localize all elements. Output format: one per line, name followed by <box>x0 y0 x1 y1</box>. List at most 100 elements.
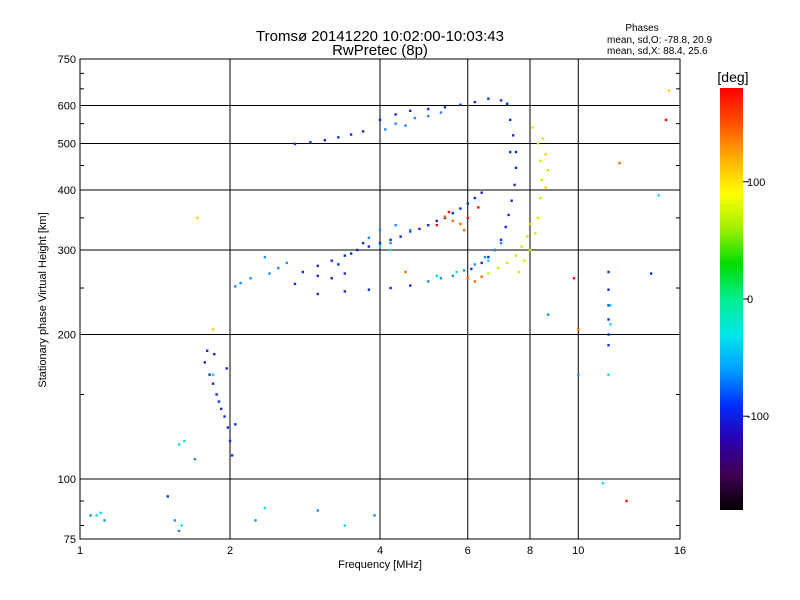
data-point <box>435 274 438 278</box>
data-point <box>505 102 509 105</box>
x-tick-label: 1 <box>77 545 83 557</box>
data-point <box>323 139 327 142</box>
data-point <box>367 288 371 291</box>
data-point <box>367 236 371 240</box>
data-point <box>213 352 216 356</box>
stats-o-mode: mean, sd,O: -78.8, 20.9 <box>607 35 712 46</box>
data-point <box>99 511 102 515</box>
data-point <box>239 281 242 285</box>
data-point <box>649 272 653 275</box>
y-tick-label: 600 <box>58 101 76 113</box>
data-point <box>234 285 237 288</box>
data-point <box>394 113 397 116</box>
data-point <box>343 524 347 527</box>
data-point <box>435 219 438 223</box>
data-point <box>95 514 98 517</box>
data-point <box>499 238 503 242</box>
x-tick-label: 10 <box>572 545 584 557</box>
data-point <box>443 106 447 109</box>
data-point <box>517 270 521 274</box>
data-point <box>337 136 340 139</box>
data-point <box>473 263 477 266</box>
data-point <box>528 248 532 252</box>
data-point <box>316 292 319 296</box>
data-point <box>230 454 234 457</box>
data-point <box>499 241 503 245</box>
data-point <box>508 118 512 122</box>
data-point <box>277 266 280 270</box>
data-point <box>572 277 576 280</box>
data-point <box>493 248 497 252</box>
x-tick-label: 16 <box>674 545 686 557</box>
x-tick-label: 6 <box>465 545 471 557</box>
data-point <box>520 245 523 248</box>
y-tick-label: 200 <box>58 330 76 342</box>
data-point <box>667 89 671 92</box>
data-point <box>466 277 469 280</box>
data-point <box>166 495 169 498</box>
plot-area: 1 2 4 6 8 10 16 75 100 200 300 400 500 600 750 <box>58 54 686 557</box>
data-point <box>268 272 271 275</box>
data-point <box>664 118 668 122</box>
data-point <box>427 280 430 283</box>
data-point <box>462 269 466 272</box>
data-point <box>487 97 490 100</box>
data-point <box>293 282 297 286</box>
data-point <box>413 116 417 120</box>
data-point <box>409 228 412 232</box>
data-point <box>293 142 297 146</box>
data-point <box>451 219 455 223</box>
data-point <box>513 183 516 187</box>
data-point <box>427 107 430 111</box>
y-tick-label: 750 <box>58 54 76 66</box>
data-point <box>480 261 483 265</box>
data-point <box>536 142 540 145</box>
data-point <box>499 99 503 102</box>
data-point <box>609 323 612 326</box>
data-point <box>177 529 181 533</box>
data-point <box>496 266 500 270</box>
data-point <box>409 109 412 112</box>
data-point <box>225 367 228 370</box>
data-point <box>511 134 515 137</box>
x-tick-label: 4 <box>377 545 383 557</box>
data-point <box>343 272 347 275</box>
data-point <box>103 519 106 522</box>
colorbar-tick-label: 100 <box>747 177 765 189</box>
data-point <box>618 161 621 165</box>
data-point <box>316 274 319 278</box>
data-point <box>607 318 610 321</box>
data-point <box>534 232 537 235</box>
data-point <box>443 215 447 218</box>
data-point <box>546 168 550 172</box>
data-point <box>367 245 371 248</box>
data-point <box>373 514 376 517</box>
data-point <box>531 126 534 129</box>
data-point <box>514 166 518 170</box>
data-point <box>607 288 610 291</box>
data-point <box>355 248 359 252</box>
data-point <box>349 252 353 255</box>
data-point <box>409 284 412 287</box>
colorbar-label: [deg] <box>717 69 748 85</box>
data-point <box>435 223 438 227</box>
y-axis-label: Stationary phase Virtual Height [km] <box>37 212 49 387</box>
data-point <box>203 361 206 364</box>
stats-x-mode: mean, sd,X: 88.4, 25.6 <box>607 46 708 57</box>
data-point <box>208 373 211 376</box>
colorbar: [deg] 100 0 -100 <box>717 69 769 510</box>
data-point <box>451 274 455 278</box>
data-point <box>219 407 223 411</box>
data-point <box>447 210 451 214</box>
data-point <box>455 270 458 274</box>
data-point <box>473 280 477 283</box>
data-point <box>89 514 92 517</box>
data-point <box>528 222 532 226</box>
data-point <box>480 191 483 194</box>
x-tick-label: 2 <box>227 545 233 557</box>
y-tick-label: 400 <box>58 185 76 197</box>
data-point <box>343 254 347 257</box>
data-point <box>473 100 477 104</box>
data-point <box>211 373 215 376</box>
